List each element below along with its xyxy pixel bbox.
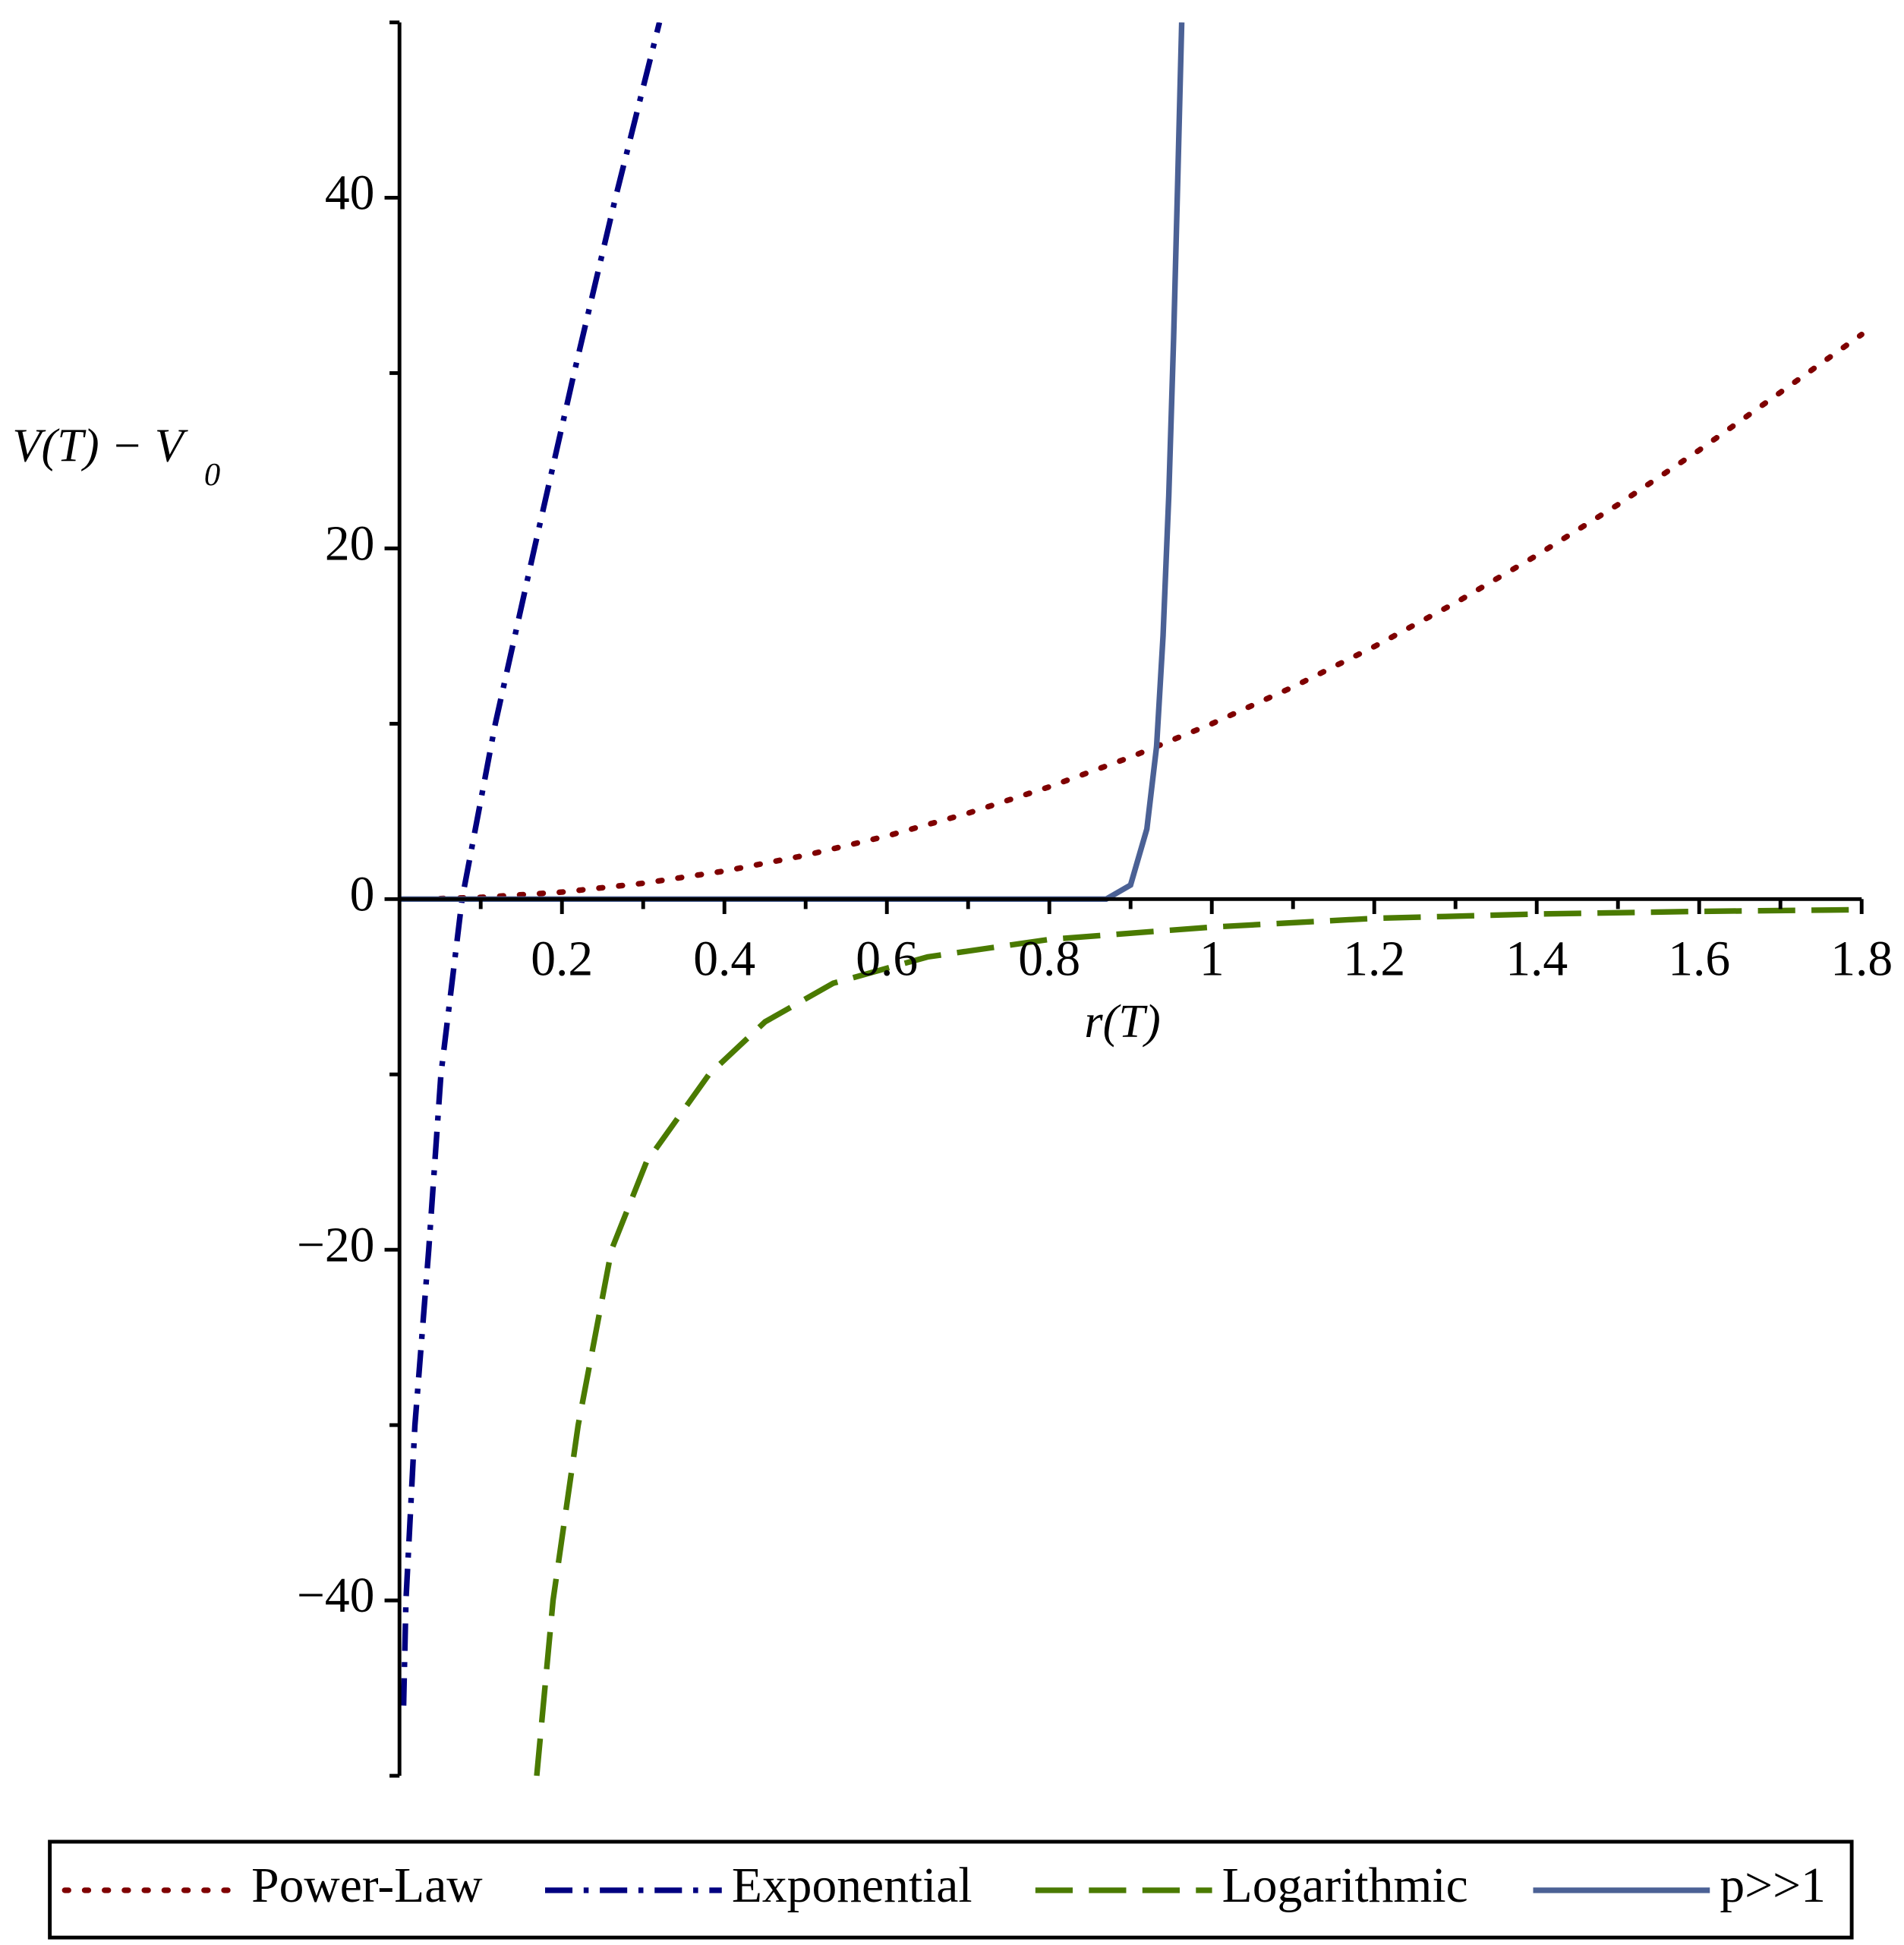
y-axis-label-sub: 0 [204, 457, 220, 493]
x-axis-label: r(T) [1084, 996, 1160, 1048]
y-tick-label: −40 [297, 1568, 375, 1623]
legend-label: Exponential [732, 1858, 972, 1913]
x-tick-label: 0.8 [1018, 932, 1080, 987]
x-tick-label: 1.6 [1668, 932, 1730, 987]
series-line [400, 22, 663, 1706]
series-line [534, 906, 1862, 1776]
series-line [399, 22, 1185, 902]
y-tick-label: 40 [325, 166, 375, 221]
legend-label: Power-Law [251, 1858, 483, 1913]
y-tick-label: 0 [350, 867, 375, 922]
x-tick-label: 1 [1199, 932, 1225, 987]
legend-box [48, 1839, 1854, 1940]
y-tick-label: −20 [297, 1218, 375, 1272]
x-tick-label: 1.2 [1343, 932, 1405, 987]
y-axis-label: V(T) − V [12, 421, 188, 472]
x-tick-label: 0.4 [693, 932, 755, 987]
legend-label: p>>1 [1720, 1858, 1825, 1913]
x-tick-label: 1.4 [1505, 932, 1568, 987]
x-tick-label: 0.6 [856, 932, 918, 987]
legend-label: Logarithmic [1222, 1858, 1468, 1913]
y-tick-label: 20 [325, 516, 375, 571]
x-tick-label: 0.2 [531, 932, 593, 987]
x-tick-label: 1.8 [1830, 932, 1893, 987]
series-line [437, 331, 1865, 902]
